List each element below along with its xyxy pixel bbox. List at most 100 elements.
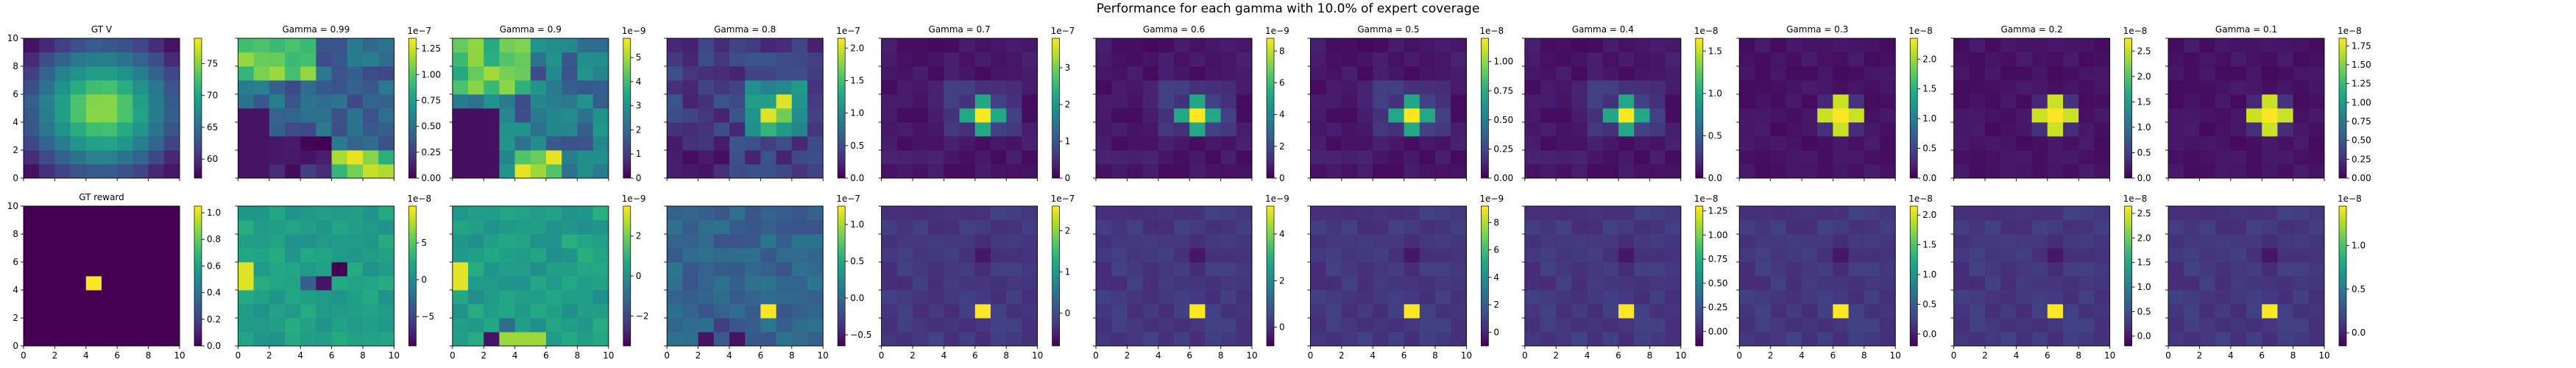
heatmap-cell (2277, 318, 2293, 333)
heatmap-cell (1587, 108, 1604, 123)
heatmap-cell (1618, 150, 1635, 165)
heatmap-cell (974, 276, 991, 291)
heatmap-cell (562, 136, 578, 151)
heatmap-cell (2215, 318, 2232, 333)
colorbar-tick-label: 1.75 (2352, 40, 2371, 51)
heatmap-cell (1985, 38, 2001, 53)
heatmap-cell (1435, 66, 1451, 81)
heatmap-cell (1006, 52, 1022, 67)
heatmap-cell (2063, 80, 2079, 95)
heatmap-cell (1786, 66, 1802, 81)
heatmap-cell (1419, 122, 1436, 137)
heatmap-cell (2078, 164, 2095, 179)
heatmap-cell (514, 290, 531, 305)
x-tick-label: 10 (818, 350, 829, 361)
heatmap-cell (1341, 122, 1358, 137)
heatmap-cell (667, 122, 683, 137)
heatmap-cell (2094, 262, 2110, 277)
heatmap-cell (1388, 262, 1404, 277)
heatmap-cell (1127, 80, 1143, 95)
heatmap-cell (1310, 94, 1326, 109)
colorbar-tick-label: 0.25 (421, 147, 441, 158)
heatmap-cell (1236, 318, 1253, 333)
heatmap-cell (1602, 318, 1619, 333)
heatmap-cell (1236, 108, 1253, 123)
heatmap-cell (974, 164, 991, 179)
heatmap-cell (1802, 66, 1818, 81)
heatmap-cell (2262, 262, 2278, 277)
heatmap-cell (238, 304, 254, 319)
heatmap-cell (2215, 206, 2232, 221)
heatmap-cell (1634, 234, 1650, 249)
heatmap-cell (2063, 150, 2079, 165)
heatmap-cell (729, 94, 746, 109)
heatmap-cell (1419, 38, 1436, 53)
heatmap-cell (1357, 164, 1373, 179)
heatmap-cell (2031, 108, 2048, 123)
heatmap-cell (1096, 52, 1112, 67)
heatmap-cell (1326, 290, 1342, 305)
heatmap-cell (1096, 136, 1112, 151)
heatmap-cell (1985, 304, 2001, 319)
heatmap-cell (1419, 234, 1436, 249)
heatmap-cell (1174, 122, 1190, 137)
heatmap-cell (1802, 276, 1818, 291)
y-tick-label: 10 (7, 33, 18, 43)
heatmap-cell (1540, 66, 1557, 81)
heatmap-cell (2031, 206, 2048, 221)
plot-frame (1524, 38, 1682, 179)
heatmap-cell (117, 206, 133, 221)
heatmap-cell (577, 94, 593, 109)
heatmap-cell (132, 206, 149, 221)
heatmap-cell (913, 262, 929, 277)
heatmap-cell (1435, 38, 1451, 53)
heatmap-cell (1357, 318, 1373, 333)
heatmap-cell (1419, 52, 1436, 67)
heatmap-cell (269, 52, 286, 67)
heatmap-cell (682, 80, 698, 95)
heatmap-cell (1634, 332, 1650, 347)
heatmap-cell (1524, 80, 1541, 95)
heatmap-cell (378, 262, 394, 277)
heatmap-cell (347, 94, 364, 109)
heatmap-cell (991, 164, 1007, 179)
plot-frame (1738, 205, 1896, 347)
heatmap-cell (269, 94, 286, 109)
heatmap-cell (238, 220, 254, 235)
heatmap-cell (70, 94, 87, 109)
heatmap-cell (530, 248, 547, 263)
heatmap-cell (347, 136, 364, 151)
heatmap-cell (39, 206, 55, 221)
heatmap-cell (2031, 164, 2048, 179)
heatmap-cell (881, 276, 898, 291)
heatmap-cell (1189, 206, 1206, 221)
heatmap-cell (1953, 262, 1970, 277)
heatmap-cell (1587, 52, 1604, 67)
heatmap-cell (378, 122, 394, 137)
heatmap-cell (1556, 220, 1572, 235)
plot-frame (1309, 38, 1467, 179)
heatmap-cell (253, 122, 270, 137)
heatmap-cell (2078, 206, 2095, 221)
heatmap-cell (238, 94, 254, 109)
heatmap-cell (1158, 66, 1175, 81)
heatmap-cell (70, 206, 87, 221)
colorbar-tick-label: 0.25 (2352, 154, 2371, 164)
heatmap-cell (514, 234, 531, 249)
heatmap-cell (776, 248, 793, 263)
colorbar-tick-label: 4 (636, 77, 642, 87)
heatmap-cell (1969, 164, 1986, 179)
heatmap-cell (300, 276, 316, 291)
heatmap-cell (24, 94, 40, 109)
heatmap-cell (1817, 80, 1833, 95)
colorbar-tick-label: 1.5 (1922, 84, 1936, 94)
heatmap-cell (1880, 94, 1896, 109)
heatmap-cell (2199, 276, 2215, 291)
heatmap-cell (2031, 66, 2048, 81)
heatmap-cell (776, 318, 793, 333)
heatmap-cell (1451, 206, 1467, 221)
colorbar-exponent: 1e−7 (1051, 26, 1075, 36)
colorbar-tick-label: 0.4 (207, 288, 221, 298)
heatmap-cell (1786, 206, 1802, 221)
heatmap-cell (1022, 136, 1038, 151)
